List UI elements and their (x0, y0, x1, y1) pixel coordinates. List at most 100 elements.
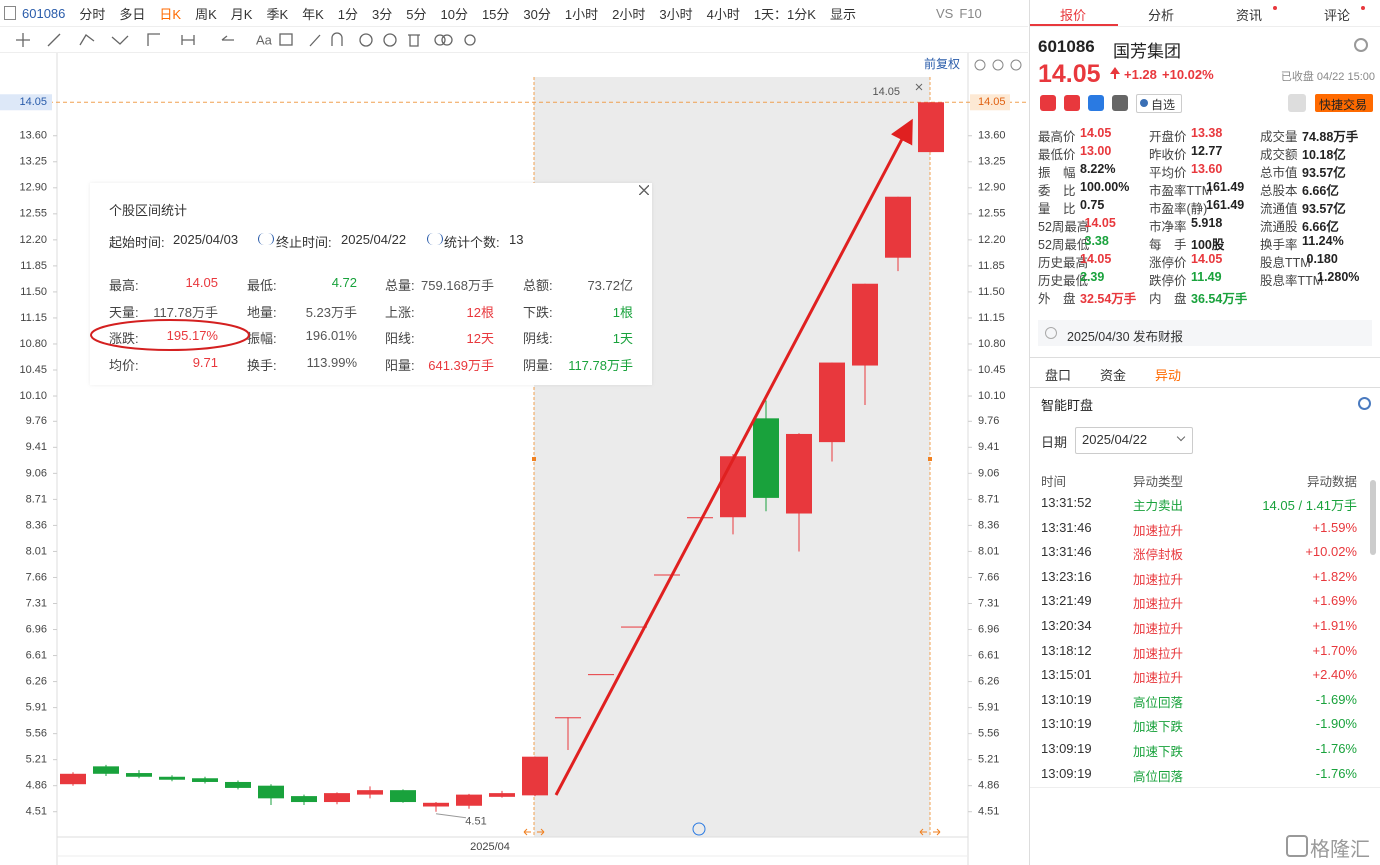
popup-close[interactable] (639, 185, 649, 195)
candle-body (159, 776, 185, 780)
y-tick-label: 5.91 (26, 702, 47, 714)
stat-value: 5.23万手 (305, 304, 357, 320)
stat-value: 100.00% (1080, 180, 1130, 194)
candle-body (588, 674, 614, 676)
stat-label: 最高: (109, 278, 139, 293)
chart-control[interactable] (974, 59, 986, 71)
bell-icon[interactable] (1288, 94, 1306, 112)
candle-body (852, 283, 878, 366)
sub-tab[interactable]: 异动 (1155, 368, 1182, 383)
date-arrows[interactable] (258, 233, 274, 245)
stat-value: 36.54万手 (1191, 292, 1248, 306)
start-date: 2025/04/03 (173, 232, 239, 247)
trade-button[interactable] (1315, 94, 1373, 112)
range-low-label: 4.51 (465, 816, 486, 828)
watermark-logo (1286, 835, 1308, 857)
row-time: 13:23:16 (1041, 568, 1092, 584)
period-tab[interactable]: 日K (159, 6, 182, 22)
display-select[interactable]: 显示 (829, 6, 856, 22)
period-tab[interactable]: 月K (230, 6, 253, 22)
chart-control[interactable] (992, 59, 1004, 71)
period-tab[interactable]: 30分 (523, 6, 551, 22)
row-type: 加速拉升 (1133, 572, 1184, 587)
sub-tab[interactable]: 盘口 (1045, 368, 1072, 383)
last-price-left: 14.05 (19, 96, 47, 108)
settings-icon[interactable] (1354, 38, 1368, 52)
candle-body (456, 794, 482, 806)
row-type: 高位回落 (1133, 695, 1184, 710)
row-value: -1.69% (1315, 691, 1357, 707)
stock-code[interactable]: 601086 (22, 5, 66, 21)
period-tab[interactable]: 3分 (372, 6, 393, 22)
period-tab[interactable]: 2小时 (612, 6, 646, 22)
period-tab[interactable]: 分时 (79, 6, 106, 22)
row-type: 高位回落 (1133, 769, 1184, 784)
date-select[interactable] (1075, 427, 1193, 454)
period-tab[interactable]: 10分 (440, 6, 468, 22)
period-tab[interactable]: 1分 (337, 6, 359, 22)
stat-value: 93.57亿 (1302, 202, 1346, 216)
period-tab[interactable]: 周K (195, 6, 217, 22)
status: 已收盘 04/22 15:00 (1280, 71, 1375, 83)
date-label: 日期 (1041, 435, 1068, 450)
row-value: +1.69% (1312, 593, 1357, 609)
panel-tab[interactable]: 分析 (1147, 8, 1174, 23)
stat-value: 14.05 (1080, 126, 1112, 140)
range-handle[interactable] (532, 457, 536, 461)
tag-icon[interactable] (1040, 95, 1056, 111)
interval-stats-popup: 个股区间统计 起始时间: 2025/04/03 终止时间: 2025/04/22 统计个数… (90, 183, 652, 385)
tag-icon[interactable] (1088, 95, 1104, 111)
range-select[interactable]: 1天：1分K (753, 6, 816, 22)
period-tab[interactable]: 年K (302, 6, 324, 22)
vs-button[interactable]: VS (935, 5, 954, 21)
candle-body (192, 778, 218, 782)
stat-label: 昨收价 (1149, 148, 1187, 162)
stat-label: 历史最低 (1038, 274, 1089, 288)
period-tab[interactable]: 3小时 (659, 6, 693, 22)
chart-control[interactable] (1010, 59, 1022, 71)
date-arrows[interactable] (427, 233, 443, 245)
row-value: +1.82% (1312, 568, 1357, 584)
y-tick-label: 5.21 (26, 754, 47, 766)
panel-tab[interactable]: 报价 (1059, 8, 1086, 23)
candle-body (324, 793, 350, 803)
range-handle[interactable] (928, 457, 932, 461)
sub-tab[interactable]: 资金 (1100, 368, 1127, 383)
period-tab[interactable]: 1小时 (564, 6, 599, 22)
stat-value: 5.918 (1191, 216, 1223, 230)
stat-label: 地量: (247, 304, 277, 320)
y-tick-label-right: 13.25 (978, 156, 1006, 168)
panel-tab[interactable]: 资讯 (1235, 8, 1262, 23)
y-tick-label: 11.50 (20, 286, 47, 298)
period-tab[interactable]: 15分 (481, 6, 510, 22)
end-date: 2025/04/22 (341, 232, 407, 247)
panel-tab[interactable]: 评论 (1323, 8, 1350, 23)
period-toolbar: 601086 分时 多日 日K 周K 月K 季K 年K 1分 3分 5分 10分 15分 30分 1小时 2小… (0, 0, 1028, 27)
tag-icon[interactable] (1064, 95, 1080, 111)
adjust-label[interactable]: 前复权 (924, 56, 960, 71)
period-tab[interactable]: 多日 (119, 6, 146, 22)
row-value: +1.59% (1312, 519, 1357, 535)
y-tick-label-right: 7.66 (978, 571, 999, 583)
tag-icon[interactable] (1112, 95, 1128, 111)
y-tick-label-right: 8.36 (978, 519, 999, 531)
stat-value: 14.05 (1084, 216, 1116, 230)
period-tab[interactable]: 4小时 (706, 6, 740, 22)
stat-label: 跌停价 (1149, 274, 1187, 288)
period-tab[interactable]: 季K (266, 6, 289, 22)
stat-value: 3.38 (1084, 234, 1109, 248)
y-tick-label: 11.15 (20, 312, 47, 324)
close-x[interactable] (915, 83, 923, 91)
f10-button[interactable]: F10 (959, 5, 982, 21)
y-tick-label: 9.41 (26, 441, 47, 453)
watch-button[interactable] (1136, 94, 1182, 113)
period-tab[interactable]: 5分 (406, 6, 427, 22)
info-icon (1045, 327, 1057, 339)
font-tool[interactable]: Aa (256, 32, 273, 47)
stat-label: 总量: (385, 278, 415, 293)
range-low-pointer (435, 813, 467, 819)
last-price-tag-left (0, 94, 52, 111)
row-type: 主力卖出 (1133, 499, 1184, 513)
monitor-settings[interactable] (1358, 397, 1371, 410)
